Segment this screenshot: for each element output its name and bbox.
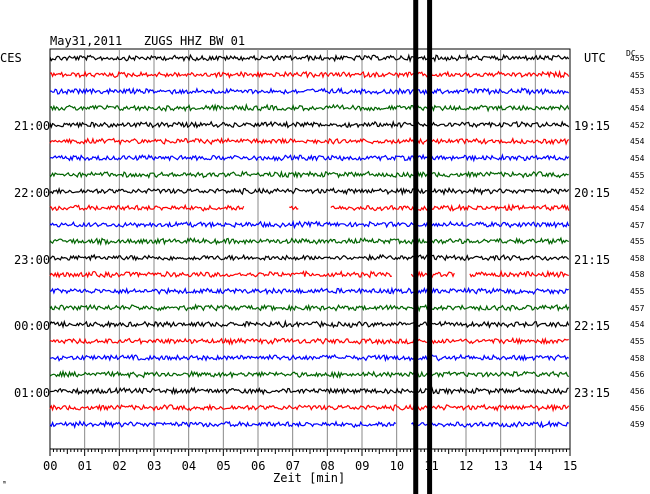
seismic-trace — [49, 186, 570, 197]
seismic-trace — [49, 353, 570, 363]
dc-value: 455 — [630, 287, 645, 297]
seismic-trace — [49, 253, 570, 262]
right-timezone-label: UTC — [584, 51, 606, 65]
seismic-trace — [49, 169, 569, 180]
x-axis-tick-label: 02 — [112, 459, 127, 473]
x-axis-tick-label: 12 — [459, 459, 474, 473]
dc-value: 455 — [630, 337, 645, 347]
right-time-label: 23:15 — [574, 386, 611, 400]
x-axis-tick-label: 04 — [181, 459, 197, 473]
dc-value: 457 — [630, 220, 645, 230]
seismic-trace — [50, 86, 570, 96]
seismic-trace — [49, 153, 570, 163]
seismic-trace — [49, 369, 570, 380]
x-axis-tick-label: 08 — [320, 459, 335, 473]
seismic-trace — [49, 102, 570, 113]
x-axis-tick-label: 06 — [251, 459, 266, 473]
dc-value: 459 — [630, 420, 645, 430]
dc-value: 452 — [630, 187, 645, 197]
seismic-trace — [49, 336, 569, 346]
seismic-trace — [49, 419, 569, 430]
dc-value: 453 — [630, 87, 645, 97]
dc-value: 454 — [630, 137, 645, 147]
seismic-trace — [49, 286, 569, 296]
dc-value: 458 — [630, 270, 645, 280]
dc-column-header: DC — [626, 49, 636, 58]
dc-value: 454 — [630, 320, 645, 330]
plot-title: May31,2011 ZUGS HHZ BW 01 — [50, 34, 246, 48]
seismic-trace — [49, 53, 570, 63]
dc-value: 458 — [630, 353, 645, 363]
event-saturation-band — [427, 0, 433, 494]
x-axis-tick-label: 14 — [528, 459, 543, 473]
event-saturation-band — [413, 0, 419, 494]
dc-value: 455 — [630, 170, 645, 180]
dc-value: 452 — [630, 120, 645, 130]
seismic-trace — [49, 386, 569, 396]
x-axis-tick-label: 11 — [424, 459, 439, 473]
right-time-label: 21:15 — [574, 253, 611, 267]
dc-value: 457 — [630, 303, 645, 313]
right-time-label: 19:15 — [574, 119, 611, 133]
left-timezone-label: CES — [0, 51, 22, 65]
dc-value: 456 — [630, 387, 645, 396]
x-axis-tick-label: 10 — [389, 459, 405, 473]
corner-mark: ᵐ — [2, 479, 7, 488]
x-axis-tick-label: 09 — [355, 459, 370, 473]
seismic-trace — [49, 119, 570, 129]
seismic-trace — [49, 236, 569, 247]
left-time-label: 00:00 — [14, 319, 51, 333]
x-axis-tick-label: 00 — [43, 459, 58, 473]
seismic-trace — [49, 69, 570, 79]
dc-value: 454 — [630, 153, 645, 163]
right-time-label: 22:15 — [574, 319, 611, 333]
right-time-label: 20:15 — [574, 186, 611, 200]
left-time-label: 23:00 — [14, 253, 51, 267]
left-time-label: 21:00 — [14, 119, 51, 133]
dc-value: 454 — [630, 203, 645, 213]
dc-value: 456 — [630, 403, 645, 413]
dc-value: 458 — [630, 253, 645, 263]
left-time-label: 22:00 — [14, 186, 51, 200]
dc-value: 456 — [630, 370, 645, 380]
dc-value: 455 — [630, 70, 645, 80]
x-axis-tick-label: 07 — [285, 459, 301, 473]
dc-value: 454 — [630, 103, 645, 113]
seismic-trace — [49, 269, 569, 279]
seismic-trace — [49, 219, 570, 230]
seismic-trace — [49, 319, 570, 330]
x-axis-tick-label: 05 — [216, 459, 231, 473]
seismic-trace — [49, 403, 570, 413]
x-axis-tick-label: 01 — [77, 459, 93, 473]
x-axis-tick-label: 15 — [563, 459, 578, 473]
dc-value: 455 — [630, 237, 645, 247]
seismic-trace — [49, 203, 570, 212]
x-axis-tick-label: 03 — [147, 459, 162, 473]
x-axis-tick-label: 13 — [493, 459, 509, 473]
seismic-trace — [49, 303, 570, 313]
left-time-label: 01:00 — [14, 386, 51, 400]
dc-value: 455 — [630, 54, 645, 63]
x-axis-label: Zeit [min] — [273, 471, 346, 485]
seismic-trace — [49, 136, 570, 146]
